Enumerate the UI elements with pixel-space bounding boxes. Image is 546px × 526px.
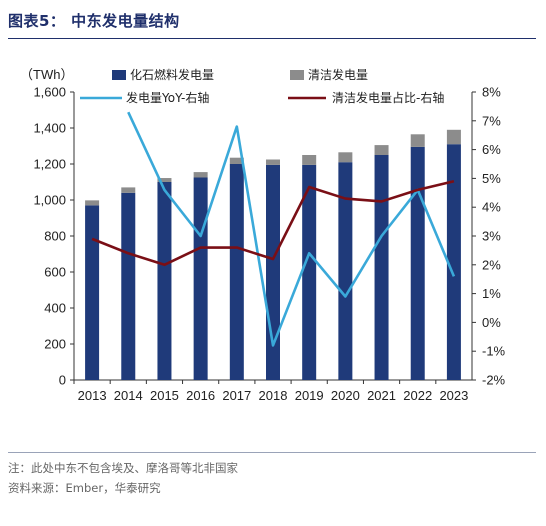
bar-fossil-2016 xyxy=(193,177,208,380)
bar-clean-2021 xyxy=(374,145,389,155)
x-tick-label: 2016 xyxy=(186,388,215,403)
bar-fossil-2018 xyxy=(266,164,280,380)
bar-clean-2017 xyxy=(229,157,244,164)
legend-label-clean: 清洁发电量 xyxy=(308,67,368,82)
left-tick-label: 400 xyxy=(44,301,66,316)
right-tick-label: 7% xyxy=(482,113,501,128)
bar-clean-2013 xyxy=(85,200,100,206)
bar-fossil-2020 xyxy=(338,162,353,380)
line-yoy xyxy=(127,111,456,347)
left-tick-label: 1,200 xyxy=(33,157,66,172)
bar-fossil-2023 xyxy=(446,144,461,380)
bar-fossil-2022 xyxy=(410,146,425,380)
bar-fossil-2017 xyxy=(229,164,244,380)
x-tick-label: 2019 xyxy=(295,388,324,403)
left-tick-label: 200 xyxy=(44,337,66,352)
right-tick-label: 4% xyxy=(482,200,501,215)
bar-clean-2016 xyxy=(193,172,208,178)
bar-clean-2020 xyxy=(338,152,353,163)
right-tick-label: -2% xyxy=(482,373,506,388)
right-tick-label: -1% xyxy=(482,344,506,359)
chart: 化石燃料发电量 清洁发电量 发电量YoY-右轴 清洁发电量占比-右轴 （TWh）… xyxy=(20,67,506,404)
footer-divider xyxy=(8,452,536,453)
legend-label-yoy: 发电量YoY-右轴 xyxy=(126,90,209,105)
right-tick-label: 3% xyxy=(482,229,501,244)
x-tick-label: 2021 xyxy=(367,388,396,403)
left-tick-label: 1,600 xyxy=(33,85,66,100)
x-tick-label: 2022 xyxy=(403,388,432,403)
plot-area: 0 200 400 600 800 1,000 1,200 1,400 1,600 -2% -1% 0… xyxy=(33,85,505,404)
title-divider xyxy=(8,38,536,39)
x-tick-label: 2017 xyxy=(222,388,251,403)
line-clean-share xyxy=(91,180,455,267)
legend-label-fossil: 化石燃料发电量 xyxy=(130,67,214,82)
legend: 化石燃料发电量 清洁发电量 发电量YoY-右轴 清洁发电量占比-右轴 xyxy=(80,67,444,105)
footnote: 注：此处中东不包含埃及、摩洛哥等北非国家 xyxy=(8,461,238,475)
bar-clean-2022 xyxy=(410,134,425,147)
bar-clean-2015 xyxy=(157,178,172,182)
left-tick-label: 1,000 xyxy=(33,193,66,208)
bar-fossil-2013 xyxy=(85,205,100,380)
left-axis-unit: （TWh） xyxy=(20,67,73,82)
chart-title: 图表5： 中东发电量结构 xyxy=(8,12,180,30)
right-tick-label: 8% xyxy=(482,85,501,100)
bar-clean-2014 xyxy=(121,187,136,193)
right-tick-label: 0% xyxy=(482,315,501,330)
right-tick-label: 6% xyxy=(482,142,501,157)
bar-fossil-2021 xyxy=(374,155,389,380)
x-tick-label: 2014 xyxy=(114,388,143,403)
bar-clean-2018 xyxy=(266,159,280,165)
legend-swatch-clean xyxy=(290,70,304,80)
bar-fossil-2014 xyxy=(121,192,136,380)
legend-label-share: 清洁发电量占比-右轴 xyxy=(332,90,444,105)
x-tick-label: 2015 xyxy=(150,388,179,403)
left-tick-label: 800 xyxy=(44,229,66,244)
bar-clean-2019 xyxy=(302,155,317,165)
left-tick-label: 1,400 xyxy=(33,121,66,136)
source-note: 资料来源：Ember，华泰研究 xyxy=(8,481,161,495)
right-tick-label: 5% xyxy=(482,171,501,186)
x-tick-label: 2013 xyxy=(78,388,107,403)
x-tick-label: 2023 xyxy=(439,388,468,403)
left-tick-label: 600 xyxy=(44,265,66,280)
bar-fossil-2015 xyxy=(157,182,172,380)
bar-clean-2023 xyxy=(446,129,461,145)
bar-fossil-2019 xyxy=(302,164,317,380)
x-tick-label: 2018 xyxy=(259,388,288,403)
left-tick-label: 0 xyxy=(59,373,66,388)
legend-swatch-fossil xyxy=(112,70,126,80)
right-tick-label: 2% xyxy=(482,257,501,272)
right-tick-label: 1% xyxy=(482,286,501,301)
x-tick-label: 2020 xyxy=(331,388,360,403)
